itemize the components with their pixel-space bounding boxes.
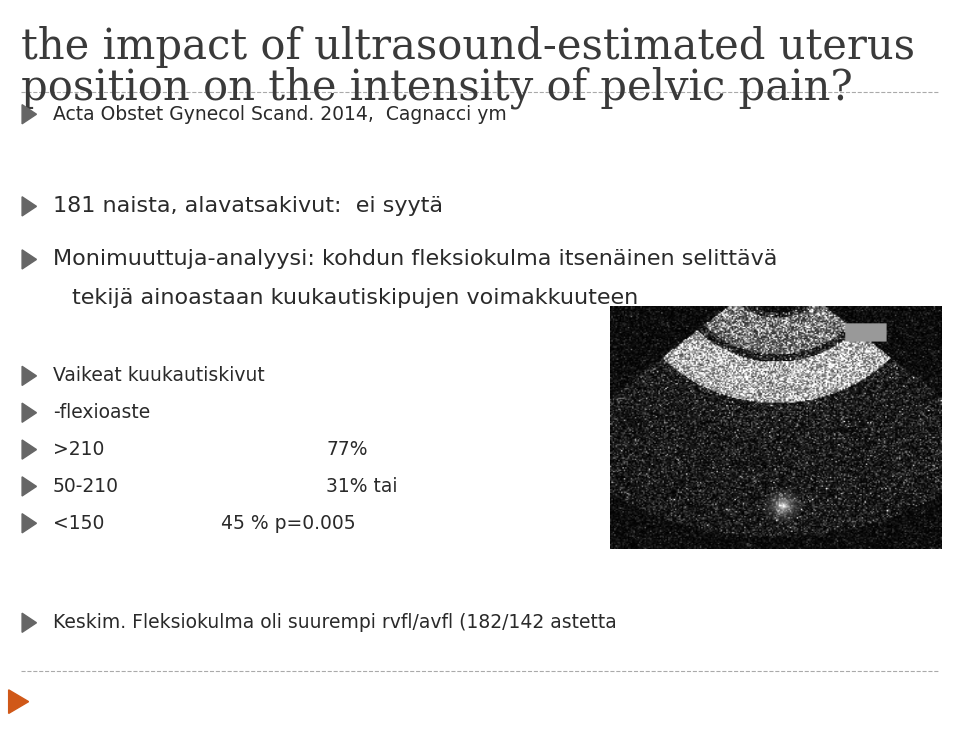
Text: <150: <150 (53, 514, 105, 533)
Text: 50-210: 50-210 (53, 477, 119, 496)
Text: -flexioaste: -flexioaste (53, 403, 150, 422)
Text: 77%: 77% (326, 440, 368, 459)
Text: the impact of ultrasound-estimated uterus: the impact of ultrasound-estimated uteru… (21, 26, 915, 68)
Text: Vaikeat kuukautiskivut: Vaikeat kuukautiskivut (53, 366, 265, 385)
Text: Monimuuttuja-analyysi: kohdun fleksiokulma itsenäinen selittävä: Monimuuttuja-analyysi: kohdun fleksiokul… (53, 249, 778, 270)
Polygon shape (22, 250, 36, 269)
Text: tekijä ainoastaan kuukautiskipujen voimakkuuteen: tekijä ainoastaan kuukautiskipujen voima… (72, 288, 638, 309)
Text: 31% tai: 31% tai (326, 477, 397, 496)
Text: 45 % p=0.005: 45 % p=0.005 (221, 514, 355, 533)
Polygon shape (22, 613, 36, 632)
Polygon shape (22, 477, 36, 496)
Polygon shape (22, 366, 36, 385)
Text: position on the intensity of pelvic pain?: position on the intensity of pelvic pain… (21, 66, 852, 109)
Text: Keskim. Fleksiokulma oli suurempi rvfl/avfl (182/142 astetta: Keskim. Fleksiokulma oli suurempi rvfl/a… (53, 613, 616, 632)
Polygon shape (22, 440, 36, 459)
Text: Acta Obstet Gynecol Scand. 2014,  Cagnacci ym: Acta Obstet Gynecol Scand. 2014, Cagnacc… (53, 105, 507, 124)
Polygon shape (22, 514, 36, 533)
Polygon shape (22, 105, 36, 124)
Polygon shape (22, 403, 36, 422)
Text: 181 naista, alavatsakivut:  ei syytä: 181 naista, alavatsakivut: ei syytä (53, 196, 443, 217)
Polygon shape (22, 197, 36, 216)
Polygon shape (9, 690, 29, 713)
Text: >210: >210 (53, 440, 105, 459)
